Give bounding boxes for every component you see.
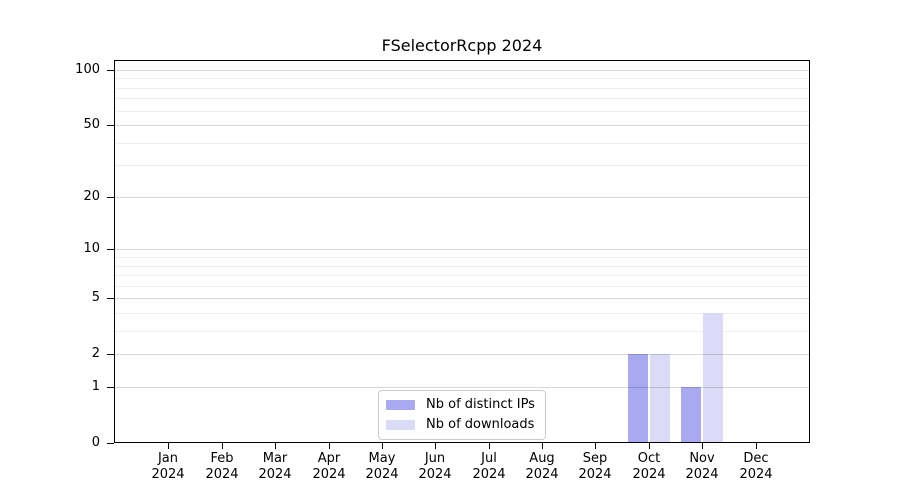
gridline-major [115, 70, 809, 71]
gridline-minor [115, 143, 809, 144]
x-tick [168, 442, 169, 449]
y-tick [107, 70, 114, 71]
x-tick-label: Mar 2024 [258, 451, 292, 482]
plot-area [107, 60, 810, 449]
legend-item-downloads: Nb of downloads [386, 416, 535, 433]
gridline-minor [115, 88, 809, 89]
x-tick-label: Aug 2024 [525, 451, 559, 482]
y-tick [107, 387, 114, 388]
gridline-minor [115, 266, 809, 267]
legend-swatch-distinct-ips [386, 399, 415, 410]
x-tick [275, 442, 276, 449]
gridline-minor [115, 257, 809, 258]
chart-title: FSelectorRcpp 2024 [381, 36, 543, 55]
x-tick-label: Feb 2024 [205, 451, 239, 482]
x-tick [382, 442, 383, 449]
x-tick-label: Apr 2024 [312, 451, 346, 482]
gridline-minor [115, 78, 809, 79]
legend-item-distinct-ips: Nb of distinct IPs [386, 396, 535, 413]
x-tick [222, 442, 223, 449]
x-tick-label: Sep 2024 [578, 451, 612, 482]
gridline-minor [115, 98, 809, 99]
bar-downloads-nov-2024 [703, 313, 724, 442]
legend-label-distinct-ips: Nb of distinct IPs [426, 397, 535, 412]
x-tick-label: May 2024 [365, 451, 399, 482]
x-tick [435, 442, 436, 449]
gridline-major [115, 197, 809, 198]
legend-label-downloads: Nb of downloads [426, 417, 535, 432]
gridline-major [115, 354, 809, 355]
gridline-minor [115, 331, 809, 332]
bar-downloads-oct-2024 [649, 354, 670, 442]
bar-distinct-ips-nov-2024 [681, 387, 702, 442]
gridline-major [115, 125, 809, 126]
legend: Nb of distinct IPs Nb of downloads [378, 390, 546, 440]
x-tick-label: Jan 2024 [151, 451, 185, 482]
gridline-minor [115, 165, 809, 166]
y-tick [107, 125, 114, 126]
bar-distinct-ips-oct-2024 [627, 354, 648, 442]
x-tick [489, 442, 490, 449]
gridline-minor [115, 313, 809, 314]
y-tick-label: 0 [91, 435, 100, 450]
gridline-major [115, 387, 809, 388]
legend-swatch-downloads [386, 419, 415, 430]
y-tick-label: 10 [83, 241, 100, 256]
x-tick-label: Oct 2024 [632, 451, 666, 482]
x-tick [756, 442, 757, 449]
y-tick [107, 249, 114, 250]
y-tick-label: 20 [83, 189, 100, 204]
y-tick-label: 5 [91, 290, 100, 305]
y-tick [107, 354, 114, 355]
y-tick-label: 50 [83, 117, 100, 132]
gridline-major [115, 298, 809, 299]
x-tick [595, 442, 596, 449]
y-tick-label: 100 [75, 62, 100, 77]
y-tick [107, 443, 114, 444]
y-tick-label: 1 [91, 379, 100, 394]
y-tick [107, 197, 114, 198]
x-tick-label: Nov 2024 [685, 451, 719, 482]
x-tick [702, 442, 703, 449]
x-tick-label: Jun 2024 [418, 451, 452, 482]
x-tick [649, 442, 650, 449]
x-tick-label: Jul 2024 [472, 451, 506, 482]
gridline-minor [115, 286, 809, 287]
x-tick [542, 442, 543, 449]
gridline-minor [115, 111, 809, 112]
x-tick [329, 442, 330, 449]
gridline-major [115, 249, 809, 250]
x-tick-label: Dec 2024 [739, 451, 773, 482]
y-tick [107, 298, 114, 299]
y-tick-label: 2 [91, 346, 100, 361]
gridline-minor [115, 275, 809, 276]
